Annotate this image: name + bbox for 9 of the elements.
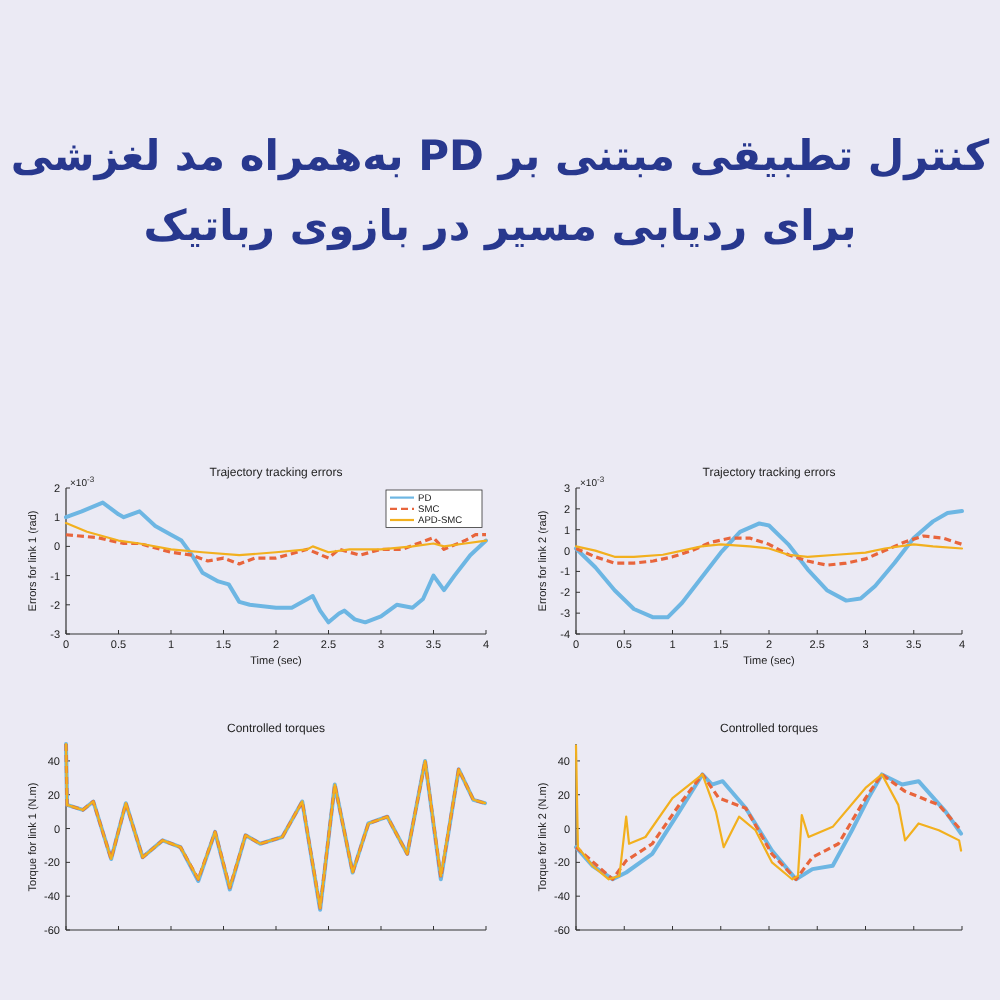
line-series — [574, 508, 964, 620]
line-series — [574, 534, 964, 567]
line-series — [574, 543, 964, 558]
line-series — [574, 744, 963, 881]
text: برای ردیابی مسیر در بازوی رباتیک — [141, 202, 859, 250]
line-series — [64, 500, 488, 625]
line-series — [64, 533, 488, 566]
line-series — [64, 521, 488, 557]
text: کنترل تطبیقی مبتنی بر PD به‌همراه مد لغزشی — [8, 132, 992, 180]
